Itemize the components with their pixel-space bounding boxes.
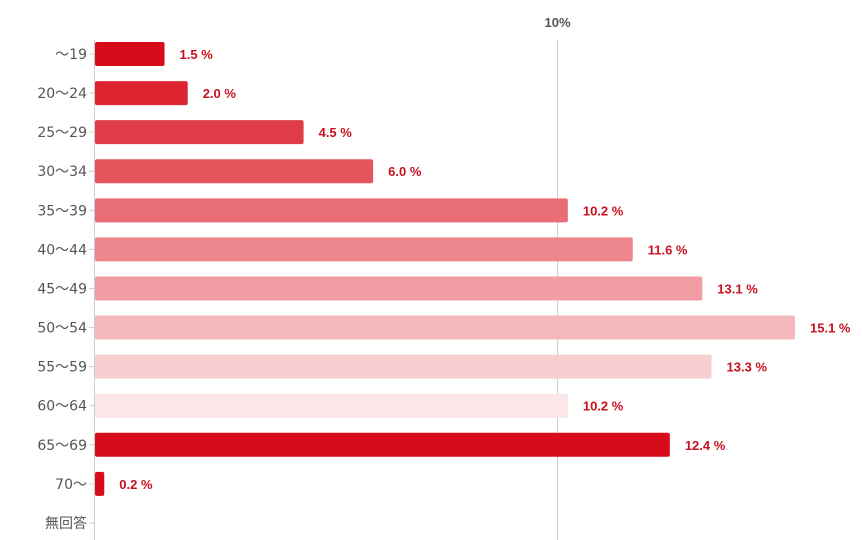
category-label: 35〜39 <box>37 203 87 219</box>
value-label: 12.4 % <box>685 438 726 453</box>
bar <box>95 159 374 184</box>
category-label: 40〜44 <box>37 242 87 258</box>
bar <box>95 354 712 379</box>
bar <box>95 276 703 301</box>
bar <box>95 120 304 145</box>
value-label: 4.5 % <box>319 125 353 140</box>
value-label: 10.2 % <box>583 399 624 414</box>
category-label: 65〜69 <box>37 438 87 454</box>
category-label: 45〜49 <box>37 281 87 297</box>
value-label: 0.2 % <box>119 477 153 492</box>
bar <box>95 81 188 106</box>
value-label: 6.0 % <box>388 164 422 179</box>
category-label: 60〜64 <box>37 399 87 415</box>
value-label: 11.6 % <box>648 242 688 257</box>
bar <box>95 315 795 340</box>
category-label: 〜19 <box>55 47 87 63</box>
category-label: 55〜59 <box>37 360 87 376</box>
bar <box>95 42 165 66</box>
value-label: 15.1 % <box>810 321 851 336</box>
bar <box>95 393 568 418</box>
category-label: 70〜 <box>55 477 87 493</box>
value-label: 13.3 % <box>727 360 768 375</box>
bar <box>95 471 105 496</box>
bar <box>95 198 568 223</box>
value-label: 10.2 % <box>583 203 624 218</box>
value-label: 1.5 % <box>180 47 214 62</box>
bar <box>95 237 633 262</box>
category-label: 無回答 <box>45 515 87 532</box>
category-label: 25〜29 <box>37 125 87 141</box>
bar <box>95 432 670 457</box>
category-label: 50〜54 <box>37 321 87 337</box>
category-label: 30〜34 <box>37 164 87 180</box>
gridline-10-label: 10% <box>545 15 571 30</box>
value-label: 13.1 % <box>717 281 758 296</box>
category-label: 20〜24 <box>37 86 87 102</box>
value-label: 2.0 % <box>203 86 237 101</box>
